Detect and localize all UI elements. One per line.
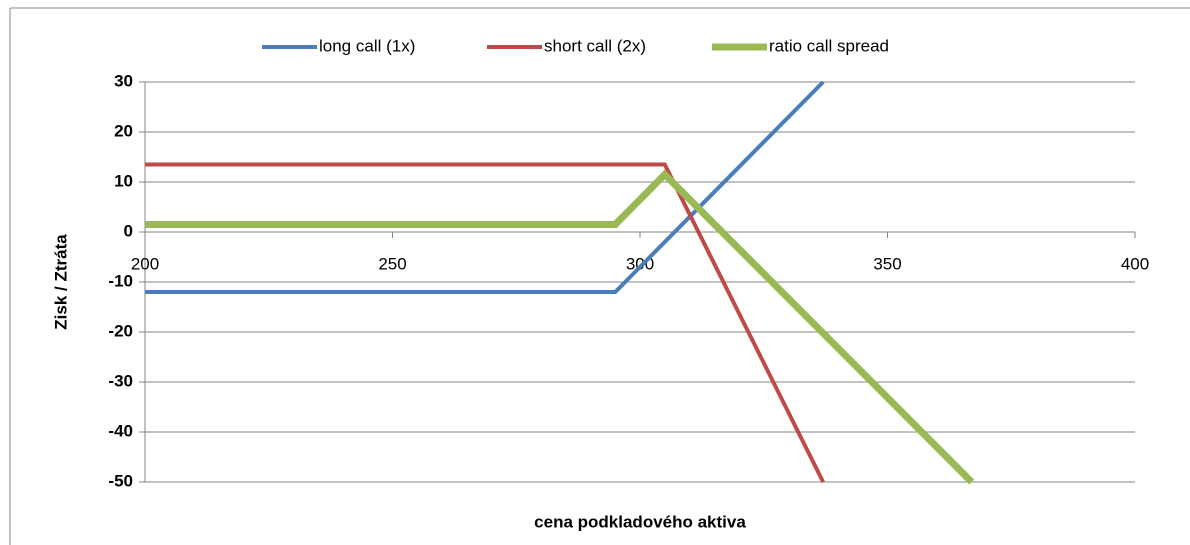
series-line xyxy=(145,169,975,485)
legend-label: short call (2x) xyxy=(544,36,646,55)
y-tick-label: -20 xyxy=(108,321,133,340)
x-tick-label: 200 xyxy=(131,254,159,273)
y-axis-label: Zisk / Ztráta xyxy=(51,234,70,330)
series-line xyxy=(145,162,825,483)
y-tick-label: -10 xyxy=(108,271,133,290)
y-tick-label: 30 xyxy=(114,71,133,90)
y-tick-label: -50 xyxy=(108,471,133,490)
y-tick-label: 10 xyxy=(114,171,133,190)
legend-label: ratio call spread xyxy=(769,36,889,55)
series-line xyxy=(145,80,825,294)
x-tick-label: 350 xyxy=(873,254,901,273)
y-tick-label: 0 xyxy=(124,221,133,240)
y-tick-label: -30 xyxy=(108,371,133,390)
x-tick-label: 400 xyxy=(1121,254,1149,273)
y-tick-label: 20 xyxy=(114,121,133,140)
x-tick-label: 250 xyxy=(378,254,406,273)
legend-label: long call (1x) xyxy=(319,36,415,55)
y-tick-label: -40 xyxy=(108,421,133,440)
x-axis-label: cena podkladového aktiva xyxy=(534,512,746,531)
